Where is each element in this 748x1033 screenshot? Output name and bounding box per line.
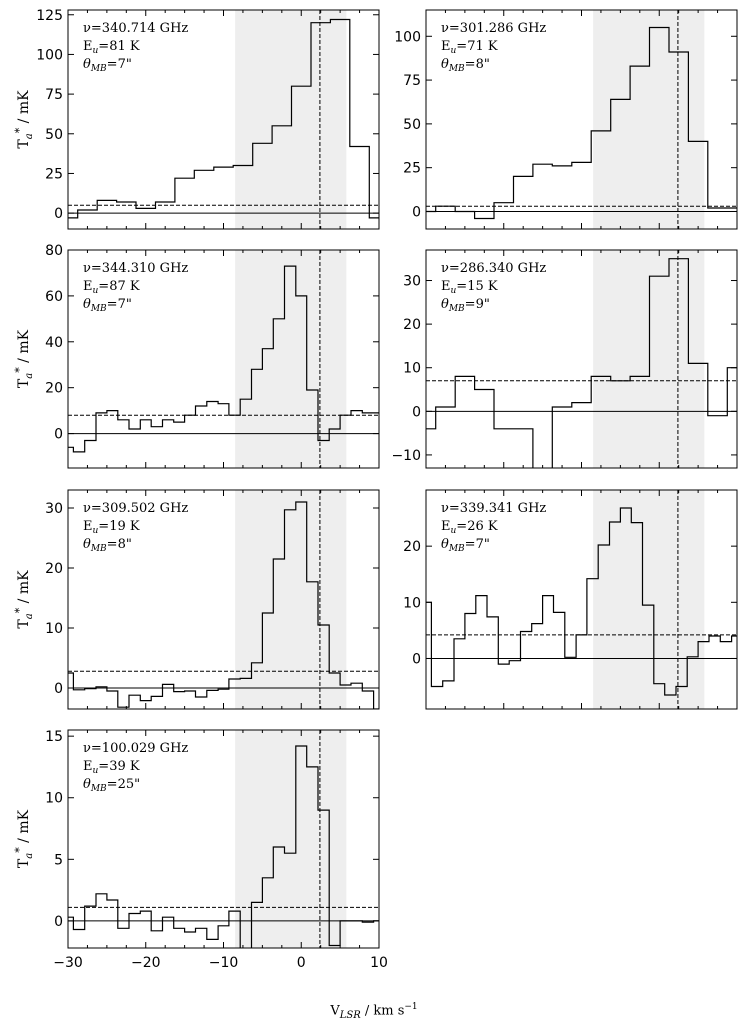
- y-tick-label: 20: [45, 561, 63, 577]
- x-axis-title: VLSR / km s−1: [330, 1002, 418, 1021]
- y-tick-label: 100: [394, 29, 421, 45]
- y-tick-label: 20: [45, 381, 63, 397]
- shaded-region: [593, 250, 705, 468]
- frequency-label: ν=339.341 GHz: [441, 501, 546, 516]
- frequency-label: ν=301.286 GHz: [441, 21, 546, 36]
- upper-energy-label: Eu=87 K: [83, 279, 140, 296]
- beam-size-label: θMB=8": [441, 57, 490, 74]
- y-tick-label: 20: [403, 539, 421, 555]
- y-tick-label: 40: [45, 335, 63, 351]
- y-axis-label: Ta* / mK: [13, 570, 35, 629]
- beam-size-label: θMB=9": [441, 297, 490, 314]
- y-tick-label: 0: [54, 427, 63, 443]
- y-tick-label: 75: [45, 87, 63, 103]
- y-axis-label: Ta* / mK: [13, 329, 35, 388]
- shaded-region: [235, 250, 347, 468]
- y-tick-label: 10: [45, 791, 63, 807]
- y-tick-label: 20: [403, 317, 421, 333]
- y-tick-label: 0: [412, 651, 421, 667]
- panel-7: 0 5 10 15 Ta* / mK ν=100.029 GHz Eu=39 KθMB=25…: [13, 729, 388, 971]
- upper-energy-label: Eu=19 K: [83, 519, 140, 536]
- beam-size-label: θMB=7": [441, 537, 490, 554]
- x-tick-label: 0: [297, 955, 306, 971]
- shaded-region: [593, 490, 705, 709]
- beam-size-label: θMB=8": [83, 537, 132, 554]
- shaded-region: [235, 730, 347, 948]
- upper-energy-label: Eu=39 K: [83, 759, 140, 776]
- spectrum-series: [426, 507, 737, 696]
- y-tick-label: 0: [54, 681, 63, 697]
- x-tick-label: −10: [209, 955, 239, 971]
- y-tick-label: 50: [45, 127, 63, 143]
- upper-energy-label: Eu=81 K: [83, 39, 140, 56]
- y-tick-label: −10: [391, 448, 421, 464]
- y-tick-label: 125: [36, 8, 63, 24]
- shaded-region: [235, 10, 347, 229]
- y-tick-label: 30: [403, 274, 421, 290]
- beam-size-label: θMB=25": [83, 777, 140, 794]
- panel-5: 0 10 20 30 Ta* / mK ν=309.502 GHz Eu=19 KθMB=8…: [13, 489, 380, 710]
- x-tick-label: −20: [131, 955, 161, 971]
- x-tick-label: 10: [370, 955, 388, 971]
- frequency-label: ν=340.714 GHz: [83, 21, 188, 36]
- spectrum-series: [68, 745, 379, 948]
- shaded-region: [235, 490, 347, 709]
- spectrum-series: [426, 26, 737, 220]
- y-tick-label: 60: [45, 289, 63, 305]
- y-tick-label: 10: [45, 621, 63, 637]
- upper-energy-label: Eu=71 K: [441, 39, 498, 56]
- y-tick-label: 5: [54, 852, 63, 868]
- y-tick-label: 80: [45, 243, 63, 259]
- frequency-label: ν=286.340 GHz: [441, 261, 546, 276]
- y-tick-label: 0: [54, 914, 63, 930]
- panel-1: 0 25 50 75 100 125 Ta* / mK ν=340.714 GHz Eu=81 …: [13, 8, 380, 230]
- y-tick-label: 30: [45, 501, 63, 517]
- spectrum-series: [68, 265, 379, 453]
- frequency-label: ν=309.502 GHz: [83, 501, 188, 516]
- y-tick-label: 0: [412, 404, 421, 420]
- beam-size-label: θMB=7": [83, 297, 132, 314]
- y-tick-label: 0: [54, 206, 63, 222]
- y-tick-label: 0: [412, 204, 421, 220]
- upper-energy-label: Eu=26 K: [441, 519, 498, 536]
- y-axis-label: Ta* / mK: [13, 809, 35, 868]
- frequency-label: ν=100.029 GHz: [83, 741, 188, 756]
- y-tick-label: 10: [403, 361, 421, 377]
- upper-energy-label: Eu=15 K: [441, 279, 498, 296]
- y-tick-label: 50: [403, 117, 421, 133]
- y-tick-label: 10: [403, 595, 421, 611]
- y-tick-label: 25: [45, 166, 63, 182]
- frequency-label: ν=344.310 GHz: [83, 261, 188, 276]
- spectrum-series: [426, 258, 737, 468]
- y-axis-label: Ta* / mK: [13, 90, 35, 149]
- y-tick-label: 25: [403, 161, 421, 177]
- shaded-region: [593, 10, 705, 229]
- y-tick-label: 100: [36, 47, 63, 63]
- y-tick-label: 15: [45, 729, 63, 745]
- y-tick-label: 75: [403, 73, 421, 89]
- panel-3: 0 20 40 60 80 Ta* / mK ν=344.310 GHz Eu=87 KθMB…: [13, 243, 380, 469]
- x-tick-label: −30: [53, 955, 83, 971]
- spectrum-series: [68, 18, 379, 219]
- beam-size-label: θMB=7": [83, 57, 132, 74]
- spectrum-series: [68, 501, 379, 709]
